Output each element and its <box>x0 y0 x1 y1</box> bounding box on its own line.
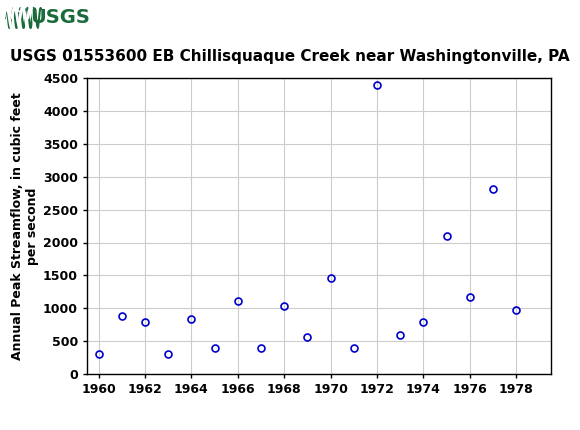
Text: USGS: USGS <box>30 8 90 27</box>
Y-axis label: Annual Peak Streamflow, in cubic feet
per second: Annual Peak Streamflow, in cubic feet pe… <box>11 92 39 360</box>
Text: USGS 01553600 EB Chillisquaque Creek near Washingtonville, PA: USGS 01553600 EB Chillisquaque Creek nea… <box>10 49 570 64</box>
Bar <box>2 2 92 33</box>
